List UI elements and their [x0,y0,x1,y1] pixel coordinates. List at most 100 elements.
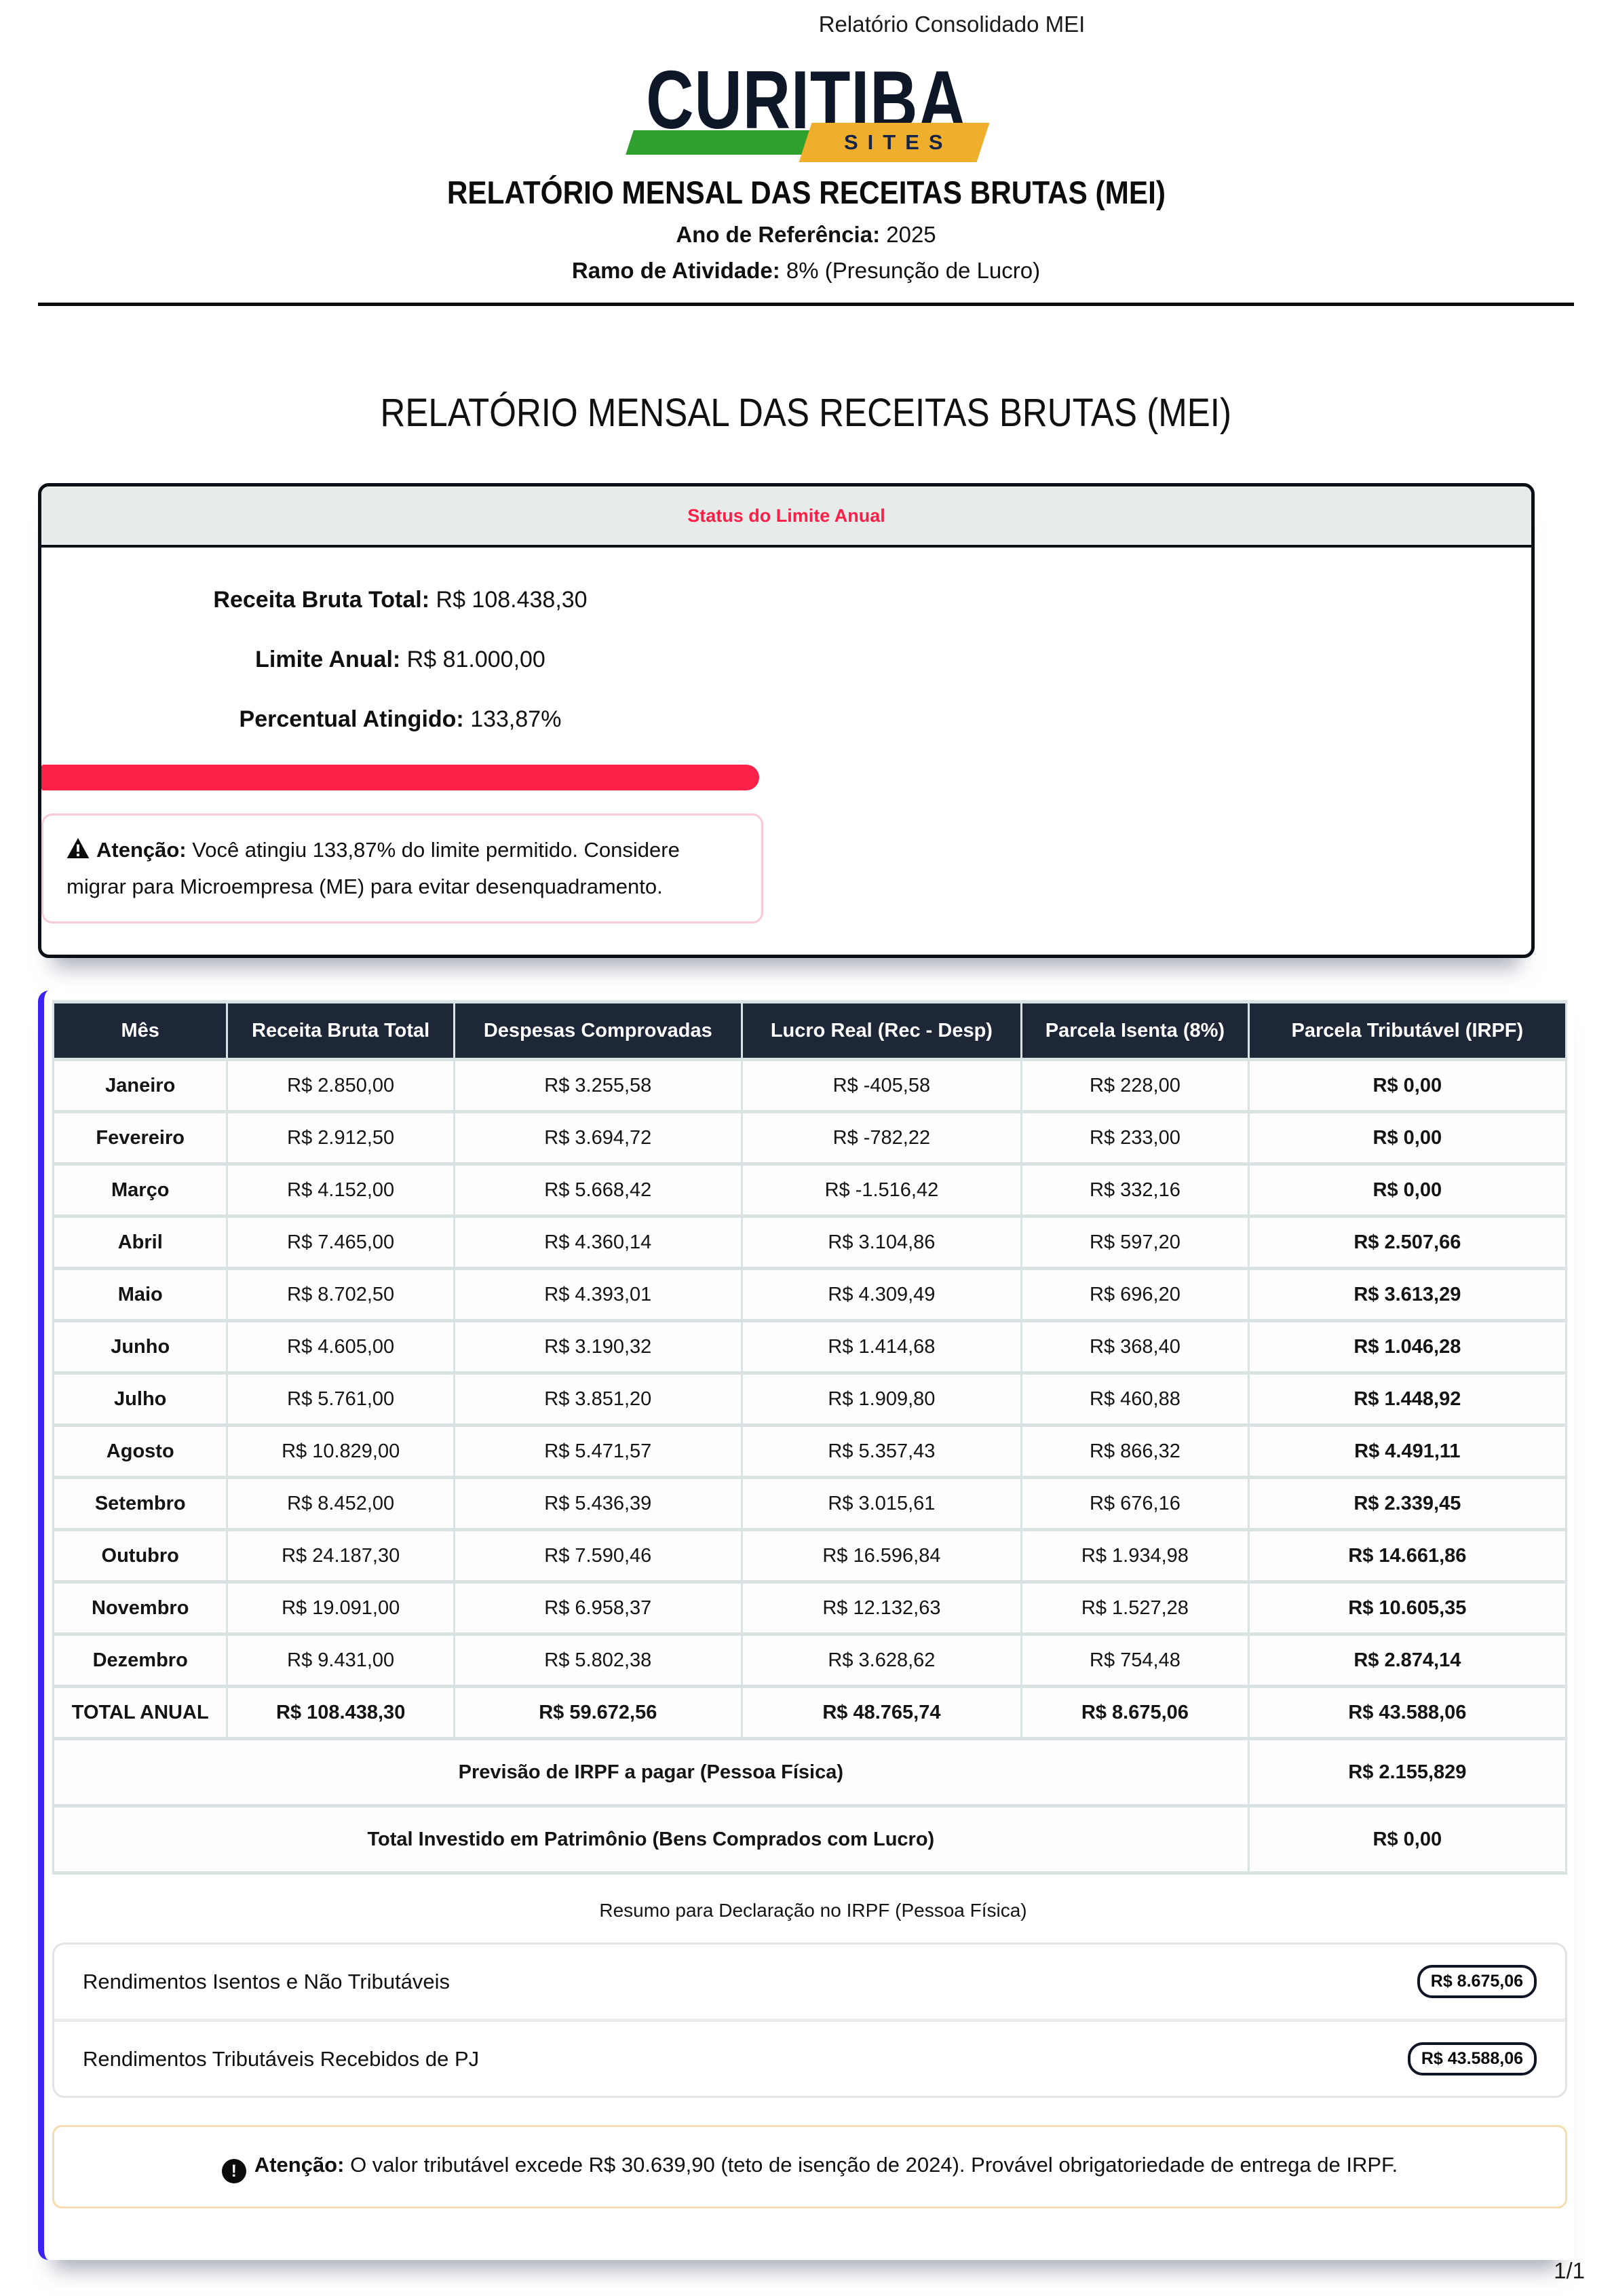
table-cell: Abril [52,1214,229,1270]
table-cell: R$ 2.850,00 [226,1058,455,1113]
table-cell: R$ 228,00 [1020,1058,1250,1113]
table-row: Outubro R$ 24.187,30 R$ 7.590,46 R$ 16.596,… [52,1528,1568,1584]
table-cell: R$ 368,40 [1020,1319,1250,1375]
column-header: Mês [52,1000,229,1061]
irpf-warning-text: O valor tributável excede R$ 30.639,90 (… [350,2153,1398,2177]
table-cell: R$ -1.516,42 [740,1162,1023,1218]
table-cell: R$ 0,00 [1247,1058,1568,1113]
table-cell: R$ 2.507,66 [1247,1214,1568,1270]
document-title: RELATÓRIO MENSAL DAS RECEITAS BRUTAS (ME… [446,174,1166,210]
table-cell: R$ 5.668,42 [453,1162,743,1218]
annual-limit-status-card: Status do Limite Anual Receita Bruta Tot… [38,483,1535,958]
logo-brand-text: CURITIBA [645,54,967,146]
table-cell: Julho [52,1371,229,1427]
table-cell: R$ 8.452,00 [226,1476,455,1531]
table-cell: R$ 3.694,72 [453,1110,743,1166]
table-row: Julho R$ 5.761,00 R$ 3.851,20 R$ 1.909,80 R$… [52,1371,1568,1427]
table-row: Abril R$ 7.465,00 R$ 4.360,14 R$ 3.104,86 R$… [52,1214,1568,1270]
irpf-summary-heading: Resumo para Declaração no IRPF (Pessoa F… [599,1900,1027,1921]
table-cell: R$ 0,00 [1247,1804,1568,1875]
table-cell: R$ 1.909,80 [740,1371,1023,1427]
table-row: Setembro R$ 8.452,00 R$ 5.436,39 R$ 3.015,6… [52,1476,1568,1531]
table-cell: R$ 8.675,06 [1020,1685,1250,1740]
table-cell: R$ 2.874,14 [1247,1632,1568,1688]
table-cell: Janeiro [52,1058,229,1113]
status-card-body: Receita Bruta Total: R$ 108.438,30 Limite… [41,548,1531,955]
table-cell: R$ 24.187,30 [226,1528,455,1584]
table-cell: R$ 3.255,58 [453,1058,743,1113]
table-row: Dezembro R$ 9.431,00 R$ 5.802,38 R$ 3.628,6… [52,1632,1568,1688]
table-cell: R$ 1.046,28 [1247,1319,1568,1375]
table-cell: R$ 4.605,00 [226,1319,455,1375]
table-cell: Total Investido em Patrimônio (Bens Comp… [52,1804,1250,1875]
activity-label: Ramo de Atividade: [571,258,780,283]
table-cell: R$ 5.436,39 [453,1476,743,1531]
table-cell: Junho [52,1319,229,1375]
table-cell: Previsão de IRPF a pagar (Pessoa Física) [52,1737,1250,1807]
irpf-warning-label: Atenção: [254,2153,345,2177]
table-cell: R$ 696,20 [1020,1267,1250,1322]
table-cell: Agosto [52,1423,229,1479]
column-header: Parcela Isenta (8%) [1020,1000,1250,1061]
logo-yellow-bar: SITES [799,123,989,162]
table-cell: R$ 233,00 [1020,1110,1250,1166]
table-cell: R$ 5.471,57 [453,1423,743,1479]
table-cell: R$ 5.357,43 [740,1423,1023,1479]
table-cell: R$ 866,32 [1020,1423,1250,1479]
irpf-item-value-badge: R$ 8.675,06 [1417,1965,1537,1998]
table-cell: R$ 2.339,45 [1247,1476,1568,1531]
column-header: Despesas Comprovadas [453,1000,743,1061]
limit-warning-text: Você atingiu 133,87% do limite permitido… [66,838,680,898]
table-cell: R$ 7.590,46 [453,1528,743,1584]
table-cell: TOTAL ANUAL [52,1685,229,1740]
table-cell: R$ 2.155,829 [1247,1737,1568,1807]
table-cell: R$ 0,00 [1247,1162,1568,1218]
table-cell: R$ 3.613,29 [1247,1267,1568,1322]
table-row: Junho R$ 4.605,00 R$ 3.190,32 R$ 1.414,68 R$… [52,1319,1568,1375]
table-row: Janeiro R$ 2.850,00 R$ 3.255,58 R$ -405,58 R… [52,1058,1568,1113]
reference-year-label: Ano de Referência: [676,222,881,247]
status-line: Receita Bruta Total: R$ 108.438,30 [213,587,588,613]
monthly-report-section: Mês Receita Bruta Total Despesas Comprovad… [38,991,1574,2260]
print-header-title: Relatório Consolidado MEI [818,12,1086,37]
irpf-summary-card: Rendimentos Isentos e Não Tributáveis R$ … [52,1943,1567,2098]
table-cell: R$ 8.702,50 [226,1267,455,1322]
main-title: RELATÓRIO MENSAL DAS RECEITAS BRUTAS (ME… [380,391,1232,435]
table-cell: R$ 108.438,30 [226,1685,455,1740]
limit-warning-box: Atenção: Você atingiu 133,87% do limite … [41,814,763,923]
status-line: Percentual Atingido: 133,87% [239,706,562,732]
table-cell: Dezembro [52,1632,229,1688]
page-number: 1/1 [1554,2258,1585,2283]
table-cell: R$ 9.431,00 [226,1632,455,1688]
table-cell: R$ 4.360,14 [453,1214,743,1270]
irpf-summary-row: Rendimentos Isentos e Não Tributáveis R$ … [54,1945,1565,2018]
irpf-item-value-badge: R$ 43.588,06 [1407,2042,1537,2075]
table-cell: R$ 4.393,01 [453,1267,743,1322]
activity-line: Ramo de Atividade: 8% (Presunção de Lucr… [38,257,1574,284]
table-cell: R$ 43.588,06 [1247,1685,1568,1740]
table-row: Novembro R$ 19.091,00 R$ 6.958,37 R$ 12.132… [52,1580,1568,1636]
table-cell: R$ 6.958,37 [453,1580,743,1636]
table-cell: R$ 1.527,28 [1020,1580,1250,1636]
table-cell: R$ 14.661,86 [1247,1528,1568,1584]
table-row: Fevereiro R$ 2.912,50 R$ 3.694,72 R$ -782,2… [52,1110,1568,1166]
table-cell: R$ 4.152,00 [226,1162,455,1218]
total-row: TOTAL ANUAL R$ 108.438,30 R$ 59.672,56 R$ 4… [52,1685,1568,1740]
column-header: Lucro Real (Rec - Desp) [740,1000,1023,1061]
table-cell: R$ 676,16 [1020,1476,1250,1531]
table-cell: Outubro [52,1528,229,1584]
status-card-title: Status do Limite Anual [687,505,885,526]
table-cell: R$ 0,00 [1247,1110,1568,1166]
warning-triangle-icon [66,838,90,858]
table-cell: R$ 10.829,00 [226,1423,455,1479]
table-row: Março R$ 4.152,00 R$ 5.668,42 R$ -1.516,42 R… [52,1162,1568,1218]
table-cell: R$ 16.596,84 [740,1528,1023,1584]
table-row: Maio R$ 8.702,50 R$ 4.393,01 R$ 4.309,49 R$ … [52,1267,1568,1322]
summary-row: Previsão de IRPF a pagar (Pessoa Física)… [52,1737,1568,1807]
table-cell: R$ 4.491,11 [1247,1423,1568,1479]
status-card-header: Status do Limite Anual [41,486,1531,548]
header-divider [38,303,1574,306]
table-cell: R$ 48.765,74 [740,1685,1023,1740]
table-cell: Maio [52,1267,229,1322]
